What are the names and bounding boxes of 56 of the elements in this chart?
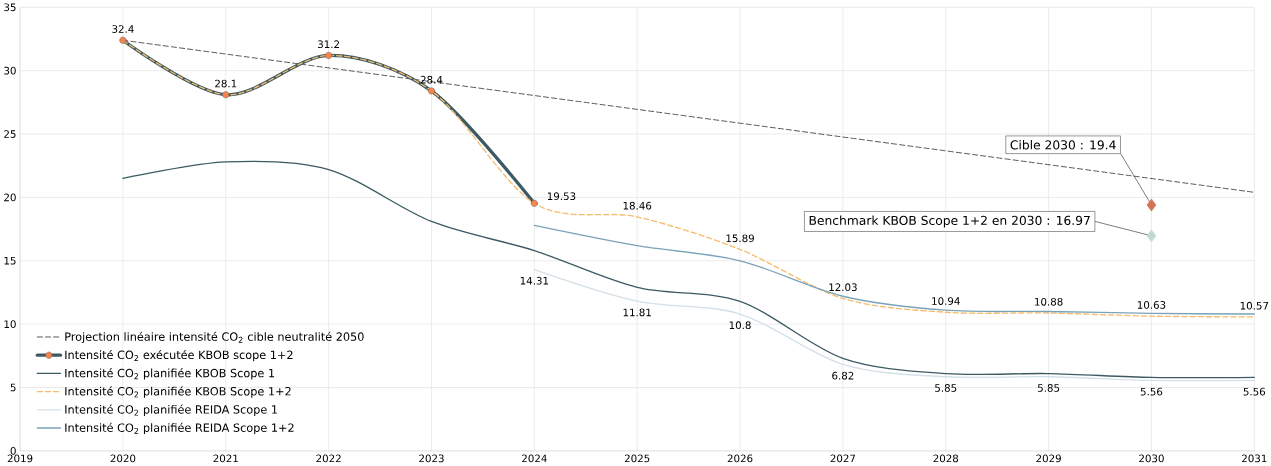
legend-label: Intensité CO$_{2}$ planifiée REIDA Scope 1 <box>65 404 277 417</box>
y-tick-label: 15 <box>4 257 16 265</box>
data-label: 15.89 <box>726 234 754 243</box>
x-tick-label: 2022 <box>316 454 341 463</box>
y-tick-label: 5 <box>10 383 16 392</box>
y-tick-label: 10 <box>4 320 16 329</box>
y-tick-label: 35 <box>4 3 16 12</box>
point <box>530 200 538 207</box>
point <box>119 36 127 44</box>
data-label: 5.85 <box>935 384 957 392</box>
legend-label: Projection linéaire intensité CO$_{2}$ cible neutralité 2050 <box>65 331 364 344</box>
data-label: 10.88 <box>1035 298 1063 306</box>
data-label: 12.03 <box>829 283 857 292</box>
data-label: 28.4 <box>420 76 443 84</box>
x-tick-label: 2023 <box>419 454 444 463</box>
x-tick-label: 2025 <box>624 454 650 463</box>
x-tick-label: 2031 <box>1242 454 1267 463</box>
point <box>222 91 230 99</box>
x-tick-label: 2021 <box>213 454 238 463</box>
annotation: Benchmark KBOB Scope 1+2 en 2030 : 16.97 <box>809 215 1090 228</box>
y-tick-label: 0 <box>10 447 16 455</box>
point <box>1146 198 1157 212</box>
data-label: 32.4 <box>112 25 134 34</box>
data-label: 18.46 <box>623 201 652 210</box>
y-tick-label: 20 <box>4 193 16 202</box>
legend-label: Intensité CO$_{2}$ planifiée KBOB Scope 1 <box>65 368 275 380</box>
data-label: 19.53 <box>547 192 576 201</box>
x-tick-label: 2019 <box>7 454 33 463</box>
x-tick-label: 2020 <box>110 454 136 463</box>
data-label: 14.31 <box>520 277 549 285</box>
data-label: 11.81 <box>623 308 651 317</box>
x-tick-label: 2027 <box>830 454 856 463</box>
x-tick-label: 2026 <box>727 454 753 463</box>
point <box>1146 229 1157 243</box>
data-label: 5.56 <box>1243 387 1266 396</box>
x-tick-label: 2030 <box>1139 454 1164 463</box>
data-label: 10.63 <box>1137 301 1166 309</box>
data-label: 5.85 <box>1037 384 1060 392</box>
data-label: 10.94 <box>932 297 960 306</box>
data-label: 28.1 <box>215 79 237 88</box>
data-label: 10.8 <box>729 321 751 330</box>
point <box>428 87 435 95</box>
data-label: 6.82 <box>832 371 854 380</box>
legend-label: Intensité CO$_{2}$ planifiée REIDA Scope 1+2 <box>65 422 294 435</box>
point <box>325 52 333 60</box>
data-label: 31.2 <box>318 40 339 49</box>
legend-label: Intensité CO$_{2}$ exécutée KBOB scope 1+2 <box>65 350 293 362</box>
data-label: 5.56 <box>1140 387 1163 396</box>
annotation: Cible 2030 : 19.4 <box>1010 140 1116 150</box>
y-tick-label: 30 <box>4 66 16 75</box>
legend-label: Intensité CO$_{2}$ planifiée KBOB Scope 1+2 <box>65 386 291 398</box>
x-tick-label: 2029 <box>1036 454 1061 463</box>
data-label: 10.57 <box>1240 301 1269 310</box>
y-tick-label: 25 <box>4 130 16 139</box>
x-tick-label: 2024 <box>522 454 547 463</box>
x-tick-label: 2028 <box>933 454 959 463</box>
